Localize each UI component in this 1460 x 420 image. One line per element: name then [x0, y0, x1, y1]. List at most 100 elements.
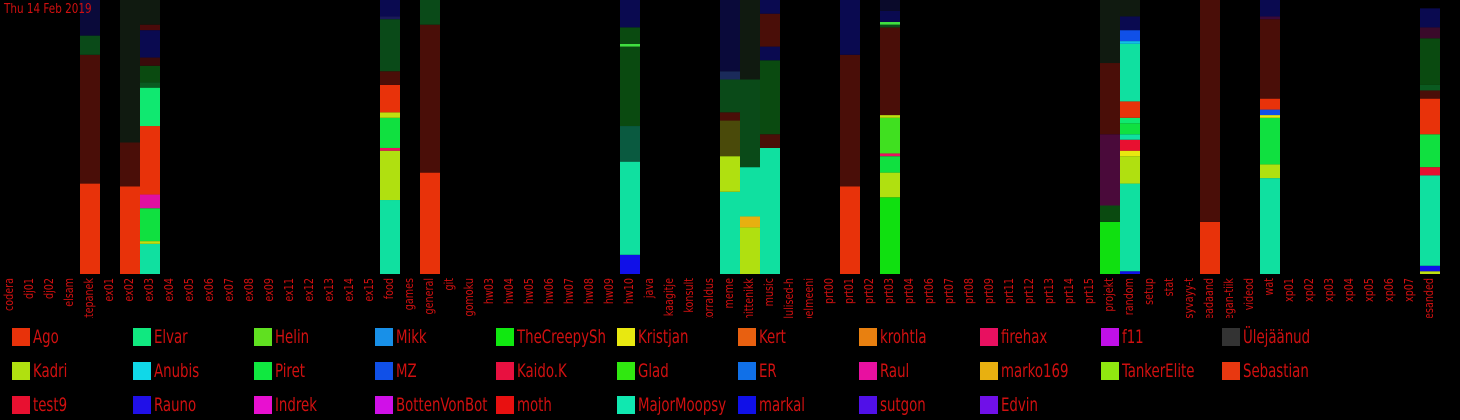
- bar-segment: [740, 227, 760, 274]
- bar-segment: [1120, 183, 1140, 272]
- legend-swatch: [1101, 362, 1119, 380]
- bar-segment: [1420, 38, 1440, 85]
- bar-segment: [720, 71, 740, 80]
- bar-segment: [420, 24, 440, 173]
- bar-segment: [1120, 0, 1140, 17]
- category-label: olesanded: [1422, 278, 1436, 318]
- bar-segment: [80, 35, 100, 55]
- stacked-bar-chart: codera dj01 dj02 elsam ettepanek ex01 ex02 ex03…: [2, 0, 1440, 318]
- bar-segment: [880, 156, 900, 173]
- bar-segment: [1260, 98, 1280, 110]
- bar-segment: [380, 117, 400, 148]
- category-label: prt04: [902, 278, 916, 304]
- bar-segment: [760, 134, 780, 148]
- bar-segment: [120, 0, 140, 143]
- bar-segment: [1120, 16, 1140, 31]
- bar-segment: [140, 87, 160, 127]
- bar-segment: [1420, 84, 1440, 91]
- legend-item: sutgon: [859, 390, 939, 420]
- category-label: ex03: [142, 278, 156, 302]
- category-label: prt00: [822, 278, 836, 304]
- category-label: xp06: [1382, 278, 1396, 302]
- legend-label: Kadri: [33, 360, 68, 382]
- category-label: syvayy-t: [1182, 278, 1196, 318]
- bar-segment: [1260, 16, 1280, 20]
- category-label: random: [1122, 278, 1136, 315]
- legend-label: Piret: [275, 360, 306, 382]
- bar-segment: [1120, 43, 1140, 102]
- category-label: ex12: [302, 278, 316, 302]
- bar-segment: [760, 60, 780, 135]
- legend-swatch: [375, 328, 393, 346]
- legend-item: Indrek: [254, 390, 329, 420]
- bar-segment: [880, 115, 900, 118]
- legend-item: marko169: [980, 356, 1087, 386]
- bar-segment: [380, 200, 400, 274]
- legend-label: f11: [1122, 326, 1144, 348]
- legend-label: TheCreepySh: [517, 326, 606, 348]
- category-label: hw10: [622, 278, 636, 304]
- bar-segment: [1100, 205, 1120, 222]
- category-label: ex01: [102, 278, 116, 302]
- category-label: prt12: [1022, 278, 1036, 304]
- category-label: hw07: [562, 278, 576, 304]
- bar-segment: [140, 24, 160, 31]
- bar-segment: [1420, 271, 1440, 274]
- category-label: games: [402, 278, 416, 311]
- legend-item: Kadri: [12, 356, 77, 386]
- legend-label: Kert: [759, 326, 786, 348]
- category-label: general: [422, 278, 436, 314]
- bar-segment: [1120, 134, 1140, 140]
- bar-segment: [720, 112, 740, 121]
- bar-segment: [1420, 0, 1440, 9]
- legend-label: MZ: [396, 360, 417, 382]
- legend-label: MajorMoopsy: [638, 394, 727, 416]
- bar-segment: [760, 147, 780, 274]
- legend-item: Elvar: [133, 322, 197, 352]
- bar-segment: [1260, 0, 1280, 17]
- bar-segment: [720, 0, 740, 72]
- category-label: xp01: [1282, 278, 1296, 302]
- bar-segment: [1260, 178, 1280, 274]
- bar-segment: [880, 10, 900, 22]
- bar-segment: [620, 46, 640, 127]
- legend-item: markal: [738, 390, 818, 420]
- bar-meme: [720, 0, 740, 274]
- legend-label: ER: [759, 360, 777, 382]
- category-label: ex14: [342, 278, 356, 302]
- category-label: ex02: [122, 278, 136, 302]
- legend-label: Rauno: [154, 394, 197, 416]
- category-label: konsult: [682, 278, 696, 313]
- bar-segment: [140, 65, 160, 83]
- category-label: prt14: [1062, 278, 1076, 304]
- legend-swatch: [980, 396, 998, 414]
- legend-label: Ago: [33, 326, 59, 348]
- bar-segment: [620, 0, 640, 28]
- legend-label: Mikk: [396, 326, 427, 348]
- legend-item: Kristjan: [617, 322, 703, 352]
- legend-swatch: [980, 328, 998, 346]
- bar-segment: [1120, 139, 1140, 151]
- bar-segment: [1200, 221, 1220, 274]
- category-label: ex07: [222, 278, 236, 302]
- category-label: prt07: [942, 278, 956, 304]
- bar-segment: [140, 0, 160, 25]
- bar-segment: [380, 19, 400, 72]
- category-label: videod: [1242, 278, 1256, 310]
- category-label: prt09: [982, 278, 996, 304]
- bar-segment: [720, 191, 740, 274]
- category-label: hw09: [602, 278, 616, 304]
- legend-label: Indrek: [275, 394, 317, 416]
- legend-item: TankerElite: [1101, 356, 1215, 386]
- bar-segment: [1420, 175, 1440, 266]
- category-label: food: [382, 278, 396, 299]
- legend-label: Sebastian: [1243, 360, 1309, 382]
- category-label: xp04: [1342, 278, 1356, 302]
- legend-item: firehax: [980, 322, 1060, 352]
- legend-swatch: [496, 396, 514, 414]
- bar-segment: [840, 0, 860, 55]
- legend-label: TankerElite: [1122, 360, 1195, 382]
- bar-segment: [740, 79, 760, 168]
- bar-segment: [1420, 27, 1440, 39]
- category-label: teadaand: [1202, 278, 1216, 318]
